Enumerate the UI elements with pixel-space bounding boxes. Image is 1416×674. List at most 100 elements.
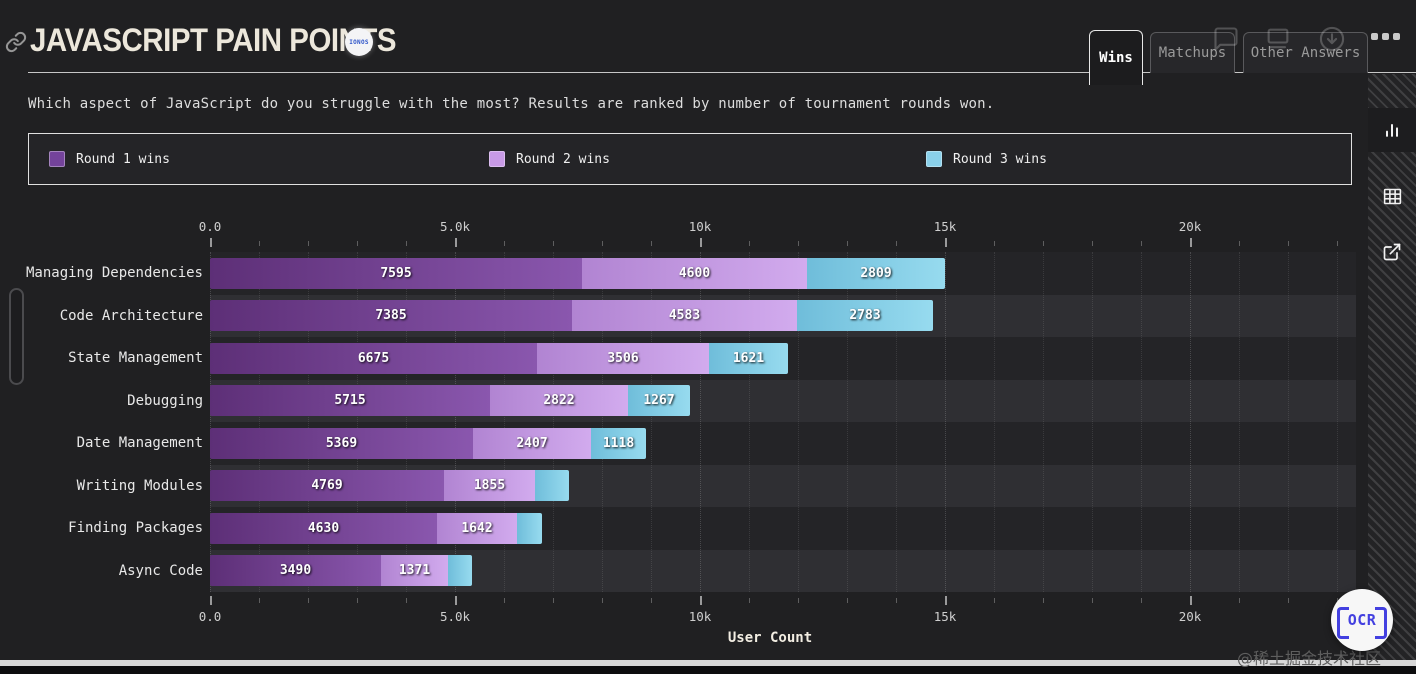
axis-tick-label: 0.0 [198, 609, 222, 624]
bar-chart-icon[interactable] [1368, 108, 1416, 152]
table-icon[interactable] [1368, 174, 1416, 218]
axis-tick [406, 598, 407, 603]
axis-tick [1141, 241, 1142, 246]
stacked-bar[interactable]: 6675 3506 1621 [210, 342, 788, 374]
axis-tick-label: 5.0k [439, 219, 471, 234]
stacked-bar[interactable]: 5369 2407 1118 [210, 427, 646, 459]
axis-tick [455, 596, 457, 605]
axis-tick [945, 596, 947, 605]
legend-item-round2[interactable]: Round 2 wins [489, 151, 610, 167]
axis-tick [700, 238, 702, 247]
bar-segment-round2[interactable]: 4583 [572, 300, 797, 332]
axis-tick [651, 241, 652, 246]
axis-tick [1239, 598, 1240, 603]
bar-segment-round2[interactable]: 2407 [473, 427, 591, 459]
axis-tick [504, 241, 505, 246]
bar-segment-round2[interactable]: 1855 [444, 470, 535, 502]
gridline [308, 252, 309, 592]
bar-segment-round3[interactable]: 2783 [797, 300, 933, 332]
bar-segment-round1[interactable]: 4630 [210, 512, 437, 544]
bar-segment-round1[interactable]: 7385 [210, 300, 572, 332]
bar-segment-round1[interactable]: 5715 [210, 385, 490, 417]
external-link-icon[interactable] [1368, 230, 1416, 274]
segment-value: 4600 [678, 265, 711, 281]
gridline [945, 252, 946, 592]
bar-segment-round1[interactable]: 6675 [210, 342, 537, 374]
round2-swatch [489, 151, 505, 167]
more-options-icon[interactable] [1371, 33, 1400, 40]
gridline [994, 252, 995, 592]
category-label: Debugging [127, 392, 203, 409]
bar-segment-round3[interactable]: 1621 [709, 342, 788, 374]
legend-item-round1[interactable]: Round 1 wins [49, 151, 170, 167]
bar-segment-round2[interactable]: 1642 [437, 512, 517, 544]
x-axis-title: User Count [727, 630, 813, 646]
bar-segment-round3[interactable] [535, 470, 569, 502]
table-row: Managing Dependencies 7595 4600 2809 [0, 252, 1356, 295]
side-strip [1368, 74, 1416, 674]
bar-segment-round2[interactable]: 4600 [582, 257, 807, 289]
tab-other-answers[interactable]: Other Answers [1243, 32, 1368, 73]
sponsor-badge[interactable]: IONOS [345, 28, 373, 56]
legend-item-round3[interactable]: Round 3 wins [926, 151, 1047, 167]
axis-tick [210, 596, 212, 605]
axis-tick-label: 0.0 [198, 219, 222, 234]
tab-matchups[interactable]: Matchups [1150, 32, 1235, 73]
bar-segment-round2[interactable]: 3506 [537, 342, 709, 374]
axis-tick [1190, 596, 1192, 605]
bar-segment-round3[interactable]: 1267 [628, 385, 690, 417]
bar-segment-round1[interactable]: 5369 [210, 427, 473, 459]
segment-value: 2783 [849, 308, 881, 324]
segment-value: 1267 [643, 393, 675, 409]
horizontal-scrollbar[interactable] [0, 660, 1416, 666]
segment-value: 2809 [860, 265, 892, 281]
link-icon[interactable] [5, 31, 27, 53]
bar-segment-round1[interactable]: 4769 [210, 470, 444, 502]
header-divider [28, 72, 1416, 73]
segment-value: 7595 [380, 265, 412, 281]
segment-value: 4769 [311, 478, 343, 494]
bar-segment-round3[interactable] [448, 555, 472, 587]
bar-segment-round1[interactable]: 3490 [210, 555, 381, 587]
axis-tick [651, 598, 652, 603]
bar-segment-round1[interactable]: 7595 [210, 257, 582, 289]
tab-wins[interactable]: Wins [1089, 30, 1143, 85]
category-label: Date Management [76, 435, 203, 452]
ocr-button[interactable]: OCR [1331, 589, 1393, 651]
stacked-bar[interactable]: 4769 1855 [210, 470, 569, 502]
axis-tick-label: 5.0k [439, 609, 471, 624]
bar-segment-round3[interactable] [517, 512, 542, 544]
gridline [798, 252, 799, 592]
axis-tick [798, 598, 799, 603]
bar-segment-round3[interactable]: 2809 [807, 257, 945, 289]
axis-tick [357, 241, 358, 246]
axis-tick [210, 238, 212, 247]
axis-tick-label: 20k [1178, 219, 1202, 234]
bar-segment-round2[interactable]: 2822 [490, 385, 628, 417]
axis-tick [1043, 598, 1044, 603]
gridline [1092, 252, 1093, 592]
screen-icon[interactable] [1264, 25, 1292, 53]
axis-tick [1337, 241, 1338, 246]
stacked-bar[interactable]: 7385 4583 2783 [210, 300, 933, 332]
ocr-label: OCR [1337, 605, 1387, 639]
axis-tick [1288, 598, 1289, 603]
stacked-bar[interactable]: 4630 1642 [210, 512, 542, 544]
bottom-edge [0, 666, 1416, 674]
stacked-bar[interactable]: 3490 1371 [210, 555, 472, 587]
axis-tick [259, 598, 260, 603]
category-label: Writing Modules [76, 477, 203, 494]
bar-segment-round3[interactable]: 1118 [591, 427, 646, 459]
axis-tick [1043, 241, 1044, 246]
stacked-bar[interactable]: 5715 2822 1267 [210, 385, 690, 417]
comment-icon[interactable] [1212, 25, 1240, 53]
gridline [1141, 252, 1142, 592]
download-icon[interactable] [1318, 25, 1346, 53]
scroll-handle[interactable] [9, 288, 24, 385]
axis-tick [259, 241, 260, 246]
stacked-bar[interactable]: 7595 4600 2809 [210, 257, 945, 289]
axis-tick-label: 20k [1178, 609, 1202, 624]
axis-tick [455, 238, 457, 247]
gridline [455, 252, 456, 592]
bar-segment-round2[interactable]: 1371 [381, 555, 448, 587]
